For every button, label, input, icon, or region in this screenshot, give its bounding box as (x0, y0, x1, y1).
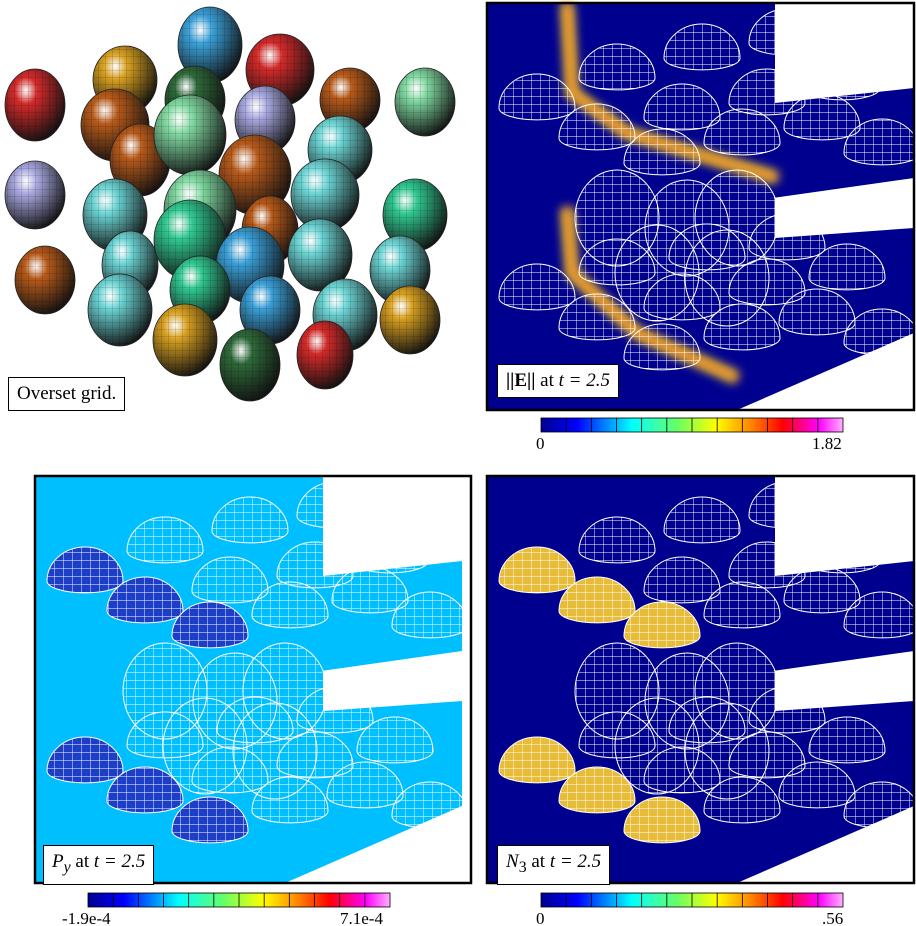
dome-wire (251, 581, 329, 629)
dome-wire (391, 591, 469, 639)
sphere-wire (684, 702, 770, 800)
caption-equation: t = 2.5 (93, 851, 146, 872)
dome-wire (106, 766, 184, 814)
ellipsoid-mesh (178, 7, 242, 83)
caption-symbol: N (506, 851, 519, 872)
ellipsoid-mesh (88, 274, 152, 346)
caption: ||E|| at t = 2.5 (497, 364, 619, 398)
dome-wire (578, 43, 656, 91)
colorbar-min: 0 (536, 434, 545, 453)
dome-wire (703, 108, 781, 156)
dome-wire (843, 781, 916, 829)
caption-subscript: 3 (518, 858, 527, 876)
dome-wire (623, 128, 701, 176)
dome-wire (46, 546, 124, 594)
colorbar-min: 0 (536, 909, 545, 926)
ellipsoid-mesh (291, 159, 359, 231)
ellipsoid-mesh (154, 95, 226, 175)
dome-wire (171, 601, 249, 649)
dome-wire (748, 481, 826, 529)
dome-wire (808, 716, 886, 764)
ellipsoid-mesh (240, 276, 300, 344)
panel (485, 1, 916, 412)
dome-wire (748, 8, 826, 56)
panel-frame (485, 474, 916, 885)
panel-frame (33, 474, 473, 885)
dome-wire (808, 243, 886, 291)
dome-wire (843, 308, 916, 356)
colorbar-max: .56 (822, 909, 844, 926)
caption-symbol: P (52, 851, 64, 872)
colorbar-min: -1.9e-4 (62, 909, 111, 926)
dome-wire (46, 736, 124, 784)
dome-wire (391, 781, 469, 829)
caption-equation: t = 2.5 (558, 370, 610, 391)
caption-subscript: y (63, 858, 71, 876)
dome-wire (498, 73, 576, 121)
dome-wire (703, 581, 781, 629)
dome-wire (126, 516, 204, 564)
ellipsoid-mesh (153, 304, 217, 376)
colorbar-max: 1.82 (812, 434, 842, 453)
caption-equation: t = 2.5 (549, 851, 602, 872)
ellipsoid-mesh (5, 161, 65, 229)
sphere-wire (232, 702, 318, 800)
dome-wire (558, 293, 636, 341)
dome-wire (558, 766, 636, 814)
dome-wire (498, 736, 576, 784)
ellipsoid-mesh (395, 68, 455, 136)
dome-wire (558, 576, 636, 624)
dome-wire (498, 263, 576, 311)
ellipsoid-mesh (220, 329, 280, 401)
ellipsoid-mesh (219, 135, 291, 215)
caption: N3 at t = 2.5 (497, 845, 611, 885)
dome-wire (623, 601, 701, 649)
dome-wire (498, 546, 576, 594)
ellipsoid-mesh (5, 69, 65, 141)
caption-text: at (540, 370, 554, 391)
dome-wire (558, 103, 636, 151)
dome-wire (803, 526, 881, 574)
dome-wire (106, 576, 184, 624)
dome-wire (843, 591, 916, 639)
dome-wire (623, 323, 701, 371)
sphere-wire (684, 229, 770, 327)
ellipsoid-mesh (297, 321, 353, 389)
caption-text: Overset grid. (17, 383, 117, 404)
dome-wire (211, 496, 289, 544)
caption-text: at (531, 851, 546, 872)
panel (485, 474, 916, 885)
dome-wire (578, 516, 656, 564)
caption: Py at t = 2.5 (43, 845, 155, 885)
dome-wire (171, 796, 249, 844)
dome-wire (663, 23, 741, 71)
ellipsoid-mesh (288, 219, 352, 291)
ellipsoid-mesh (15, 246, 75, 314)
dome-wire (663, 496, 741, 544)
dome-wire (843, 118, 916, 166)
dome-wire (351, 526, 429, 574)
caption: Overset grid. (8, 377, 126, 411)
caption-symbol: ||E|| (506, 370, 536, 391)
dome-wire (623, 796, 701, 844)
panel-frame (485, 1, 916, 412)
dome-wire (803, 53, 881, 101)
dome-wire (356, 716, 434, 764)
ellipsoid-mesh (380, 286, 440, 354)
colorbar-max: 7.1e-4 (340, 909, 383, 926)
caption-text: at (75, 851, 90, 872)
dome-wire (296, 481, 374, 529)
ellipsoid-mesh (383, 179, 447, 251)
panel (33, 474, 473, 885)
